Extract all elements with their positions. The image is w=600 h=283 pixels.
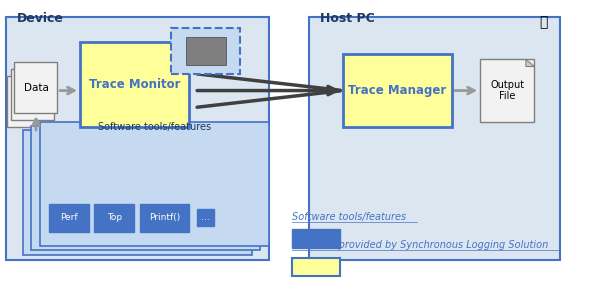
Polygon shape	[526, 59, 535, 67]
FancyBboxPatch shape	[197, 209, 214, 226]
FancyBboxPatch shape	[6, 17, 269, 260]
FancyBboxPatch shape	[292, 229, 340, 248]
FancyBboxPatch shape	[40, 122, 269, 246]
FancyBboxPatch shape	[11, 69, 54, 120]
FancyBboxPatch shape	[480, 59, 535, 122]
Text: ...: ...	[202, 213, 210, 222]
Text: Data: Data	[23, 83, 49, 93]
FancyBboxPatch shape	[7, 76, 50, 127]
FancyBboxPatch shape	[31, 126, 260, 250]
Text: Host PC: Host PC	[320, 12, 375, 25]
Text: Trace Monitor: Trace Monitor	[89, 78, 180, 91]
Text: Output
File: Output File	[491, 80, 524, 101]
FancyBboxPatch shape	[172, 28, 240, 74]
Text: 🖥: 🖥	[539, 16, 547, 30]
Text: Software tools/features: Software tools/features	[292, 212, 406, 222]
FancyBboxPatch shape	[94, 204, 134, 232]
FancyBboxPatch shape	[140, 204, 188, 232]
Text: Software tools/features: Software tools/features	[98, 122, 211, 132]
Text: Trace Manager: Trace Manager	[348, 84, 446, 97]
FancyBboxPatch shape	[14, 62, 57, 113]
Text: Device: Device	[17, 12, 64, 25]
FancyBboxPatch shape	[308, 17, 560, 260]
Text: Printf(): Printf()	[149, 213, 180, 222]
FancyBboxPatch shape	[186, 37, 226, 65]
Text: Top: Top	[107, 213, 122, 222]
Text: Software provided by Synchronous Logging Solution: Software provided by Synchronous Logging…	[292, 241, 548, 250]
FancyBboxPatch shape	[80, 42, 188, 127]
FancyBboxPatch shape	[49, 204, 89, 232]
FancyBboxPatch shape	[23, 130, 251, 255]
Text: Perf: Perf	[60, 213, 77, 222]
FancyBboxPatch shape	[292, 258, 340, 276]
FancyBboxPatch shape	[343, 54, 452, 127]
